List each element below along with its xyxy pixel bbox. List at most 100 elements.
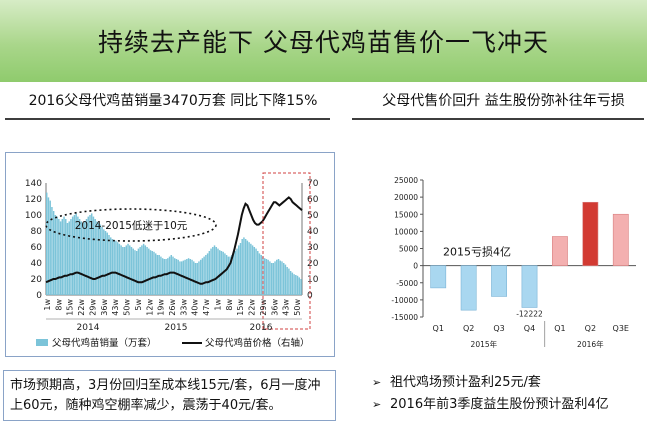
x-tick-label: 43w: [111, 299, 120, 316]
x-tick-label: Q3: [493, 324, 504, 333]
sales-bar: [231, 255, 233, 295]
sales-bar: [58, 219, 60, 295]
right-y-tick-label: 50: [307, 211, 319, 221]
sales-bar: [225, 255, 228, 295]
sales-bar: [281, 261, 283, 295]
x-tick-label: 8w: [54, 299, 63, 311]
y-tick-label: 15000: [394, 210, 418, 219]
profit-bar: [491, 265, 507, 297]
sales-bar: [116, 242, 119, 295]
sales-bar: [47, 197, 50, 295]
market-note: 市场预期高，3月份回归至成本线15元/套，6月一度冲上60元，随种鸡空棚率减少，…: [3, 370, 336, 421]
sales-bar: [161, 258, 164, 295]
left-heading-rule: [5, 118, 330, 120]
left-y-tick-label: 20: [31, 275, 43, 285]
sales-bar: [142, 243, 145, 295]
sales-bar: [75, 213, 77, 295]
left-y-tick-label: 60: [31, 243, 43, 253]
sales-bar: [239, 243, 242, 295]
profit-bar: [582, 201, 599, 266]
sales-bar: [122, 247, 124, 295]
right-y-tick-label: 60: [307, 195, 319, 205]
sales-bar: [265, 259, 268, 295]
y-tick-label: -5000: [396, 279, 418, 288]
bullet-text: 祖代鸡场预计盈利25元/套: [390, 375, 541, 390]
x-tick-label: 22w: [77, 299, 86, 316]
sales-bar: [92, 216, 95, 295]
sales-bar: [49, 200, 51, 295]
sales-bar: [198, 261, 200, 295]
x-tick-label: Q2: [463, 324, 474, 333]
profit-bar: [552, 236, 568, 266]
x-tick-label: 29w: [259, 299, 268, 316]
x-tick-label: 50w: [293, 299, 302, 316]
y-tick-label: 25000: [394, 176, 418, 185]
sales-bar: [77, 216, 79, 295]
profit-bar: [521, 265, 538, 308]
arrow-bullet-icon: ➢: [372, 398, 382, 411]
sales-bar: [272, 263, 275, 295]
sales-bar: [52, 211, 55, 295]
sales-bar: [135, 251, 138, 295]
left-heading: 2016父母代鸡苗销量3470万套 同比下降15%: [28, 93, 318, 109]
sales-price-chart-svg: 0204060801001201400102030405060702014-20…: [25, 172, 319, 349]
sales-bar: [167, 258, 169, 295]
sales-bar: [65, 219, 67, 295]
sales-bar: [141, 245, 143, 295]
sales-bar: [258, 253, 261, 295]
group-label: 2016年: [577, 339, 604, 349]
sales-bar: [229, 256, 231, 295]
sales-bar: [151, 251, 153, 295]
sales-bar: [250, 243, 252, 295]
sales-bar: [51, 207, 53, 295]
sales-bar: [224, 253, 226, 295]
sales-bar: [210, 248, 212, 295]
x-tick-label: 26w: [168, 299, 177, 316]
sales-bar: [241, 239, 243, 295]
year-label: 2014: [77, 323, 100, 333]
sales-bar: [276, 259, 278, 295]
sales-bar: [103, 229, 105, 295]
right-y-tick-label: 70: [307, 179, 319, 189]
sales-bar: [87, 216, 89, 295]
sales-bar: [187, 258, 190, 295]
y-tick-label: 0: [413, 262, 418, 271]
sales-bar: [78, 219, 81, 295]
sales-bar: [257, 251, 259, 295]
left-y-tick-label: 140: [25, 179, 42, 189]
sales-bar: [189, 259, 192, 295]
sales-bar: [132, 248, 134, 295]
right-heading: 父母代售价回升 益生股份弥补往年亏损: [382, 93, 625, 109]
profit-chart-svg: -15000 -10000 -5000 0 5000 10000 15000 20000 250…: [391, 176, 636, 349]
sales-bar: [286, 267, 288, 295]
sales-bar: [206, 253, 209, 295]
bullet-list: ➢ 祖代鸡场预计盈利25元/套 ➢ 2016年前3季度益生股份预计盈利4亿: [372, 372, 644, 416]
sales-bar: [156, 255, 159, 295]
sales-bar: [84, 221, 86, 295]
data-label: -12222: [516, 309, 543, 318]
sales-bar: [296, 275, 299, 295]
sales-bar: [227, 256, 230, 295]
sales-bar: [293, 274, 295, 295]
sales-bar: [153, 251, 155, 295]
right-y-tick-label: 40: [307, 227, 319, 237]
sales-bar: [270, 263, 273, 295]
x-tick-label: 19w: [157, 299, 166, 316]
sales-bar: [274, 261, 276, 295]
sales-bar: [134, 250, 136, 295]
sales-bar: [97, 223, 100, 295]
sales-bar: [120, 245, 122, 295]
sales-bar: [85, 219, 88, 295]
sales-bar: [269, 261, 271, 295]
sales-bar: [90, 213, 93, 295]
legend-line-label: 父母代鸡苗价格（右轴）: [205, 337, 310, 349]
sales-bar: [196, 263, 198, 295]
sales-bar: [193, 261, 195, 295]
sales-bar: [125, 245, 128, 295]
sales-bar: [295, 275, 297, 295]
sales-bar: [89, 215, 91, 295]
sales-bar: [251, 245, 254, 295]
sales-bar: [130, 247, 133, 295]
profit-bar: [430, 265, 447, 289]
sales-bar: [262, 256, 264, 295]
